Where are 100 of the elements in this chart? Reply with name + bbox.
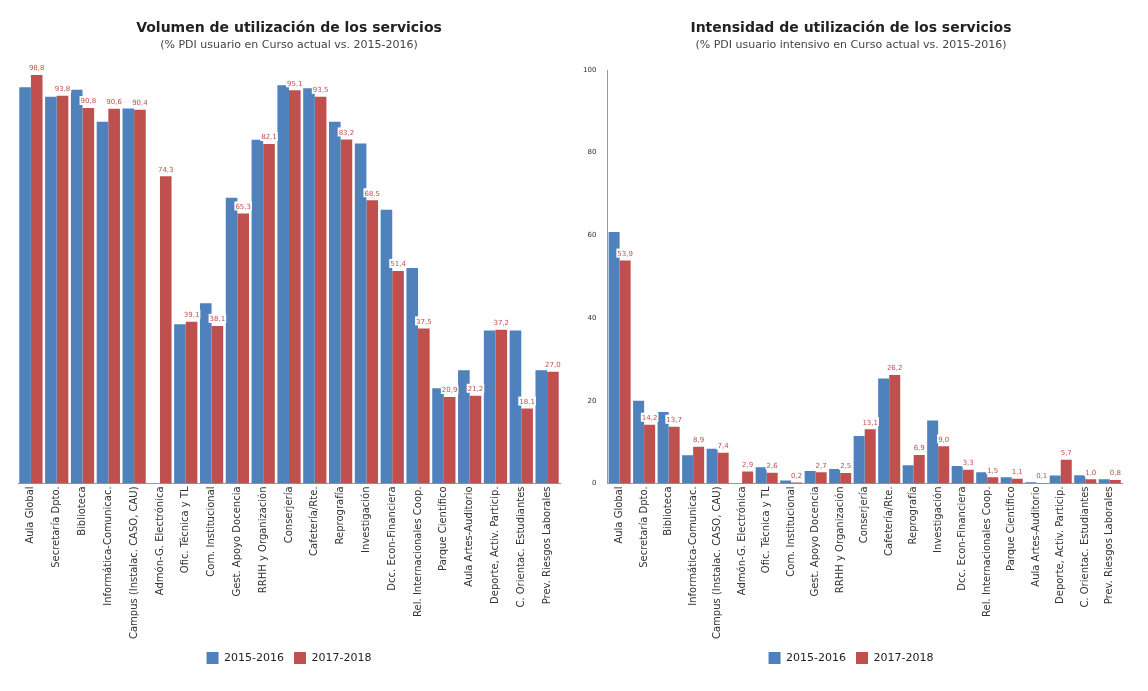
bar — [864, 429, 876, 484]
bar — [251, 139, 264, 484]
x-tick-label: Biblioteca — [662, 486, 674, 536]
x-tick-label: Informática-Comunicac. — [686, 486, 698, 606]
bar — [495, 329, 508, 484]
bar — [45, 96, 57, 484]
bar — [853, 435, 865, 484]
legend-label: 2017-2018 — [311, 650, 372, 664]
x-tick-label: Com. Institucional — [205, 486, 217, 577]
bar — [380, 209, 393, 484]
bar — [122, 108, 135, 484]
bar — [70, 89, 83, 484]
x-tick-label: Secretaría Dpto. — [50, 486, 62, 568]
bar — [608, 232, 620, 484]
bar — [766, 472, 778, 484]
bar — [96, 121, 109, 484]
bar — [108, 108, 120, 484]
bar — [962, 469, 974, 484]
x-tick-label: RRHH y Organización — [256, 486, 268, 594]
bar — [682, 455, 694, 484]
x-tick-label: Campus (Instalac. CASO, CAU) — [711, 486, 723, 639]
x-tick-label: Dcc. Econ-Financiera — [956, 486, 968, 591]
x-tick-label: Conserjería — [858, 486, 870, 544]
bar — [987, 477, 999, 484]
bar — [535, 370, 548, 484]
x-tick-label: Reprografía — [334, 486, 346, 545]
bar — [483, 330, 496, 484]
x-tick-label: Deporte, Activ. Particip. — [1054, 486, 1066, 604]
x-tick-label: Aula Global — [613, 486, 625, 544]
bar — [30, 74, 43, 484]
chart-subtitle: (% PDI usuario en Curso actual vs. 2015-2016) — [160, 38, 418, 52]
bar — [314, 96, 327, 484]
x-tick-label: Rel. Internacionales Coop. — [411, 486, 423, 617]
bar — [303, 88, 315, 484]
bar — [815, 472, 827, 484]
x-tick-label: Reprografía — [907, 486, 919, 545]
bar — [354, 143, 367, 484]
bar — [199, 303, 212, 484]
bar — [185, 321, 198, 484]
bar — [366, 200, 379, 484]
x-tick-label: Conserjería — [282, 486, 294, 544]
bar — [951, 466, 963, 484]
x-tick-label: Prev. Riesgos Laborales — [540, 486, 552, 605]
bar — [976, 472, 988, 484]
bar — [82, 108, 95, 484]
bar — [225, 197, 238, 484]
bar — [829, 468, 841, 484]
bar — [443, 397, 456, 484]
legend-label: 2015-2016 — [224, 650, 285, 664]
x-tick-label: Biblioteca — [76, 486, 88, 536]
x-tick-label: Campus (Instalac. CASO, CAU) — [127, 486, 139, 639]
x-tick-label: Investigación — [360, 486, 372, 553]
bar — [469, 395, 482, 484]
bar — [1098, 479, 1110, 484]
bar — [668, 426, 680, 484]
bar — [509, 330, 522, 484]
bar — [547, 371, 559, 484]
x-tick-label: Admón-G. Electrónica — [735, 486, 747, 596]
bar — [237, 213, 249, 484]
x-tick-label: Ofic. Técnica y TL — [760, 486, 772, 574]
bar — [19, 87, 31, 484]
bar — [889, 375, 901, 484]
x-tick-label: Cafetería/Rte. — [882, 486, 894, 556]
x-tick-label: Secretaría Dpto. — [637, 486, 649, 568]
bar — [804, 471, 816, 484]
bar — [1000, 477, 1012, 484]
bar — [174, 324, 186, 484]
chart-title: Volumen de utilización de los servicios — [136, 19, 442, 36]
x-tick-label: Prev. Riesgos Laborales — [1103, 486, 1115, 605]
bar — [913, 454, 925, 484]
legend-label: 2015-2016 — [786, 650, 847, 664]
bar — [211, 325, 224, 484]
x-tick-label: Informática-Comunicac. — [101, 486, 113, 606]
bar — [458, 370, 470, 484]
x-tick-label: Rel. Internacionales Coop. — [980, 486, 992, 617]
bar — [521, 408, 533, 484]
x-tick-label: Aula Artes-Auditorio — [1029, 486, 1041, 587]
x-tick-label: C. Orientac. Estudiantes — [514, 486, 526, 608]
legend-label: 2017-2018 — [873, 650, 934, 664]
bar — [340, 139, 353, 484]
x-tick-label: Deporte, Activ. Particip. — [489, 486, 501, 604]
bar — [1085, 479, 1097, 484]
bar — [1109, 480, 1121, 484]
x-tick-label: Com. Institucional — [784, 486, 796, 577]
bar — [755, 467, 767, 484]
x-tick-label: Aula Global — [24, 486, 36, 544]
x-tick-label: C. Orientac. Estudiantes — [1078, 486, 1090, 608]
x-tick-label: Admón-G. Electrónica — [153, 486, 165, 596]
x-tick-label: Parque Científico — [437, 486, 449, 571]
bar — [644, 424, 656, 484]
bar — [134, 109, 146, 484]
bar — [693, 446, 705, 484]
bar — [277, 85, 289, 484]
bar — [1060, 459, 1072, 484]
chart-title: Intensidad de utilización de los servicios — [690, 19, 1012, 36]
bar — [619, 260, 631, 484]
x-tick-label: Aula Artes-Auditorio — [463, 486, 475, 587]
x-tick-label: Parque Científico — [1005, 486, 1017, 571]
chart-subtitle: (% PDI usuario intensivo en Curso actual vs. 2015-2016) — [695, 38, 1007, 52]
bar — [418, 328, 430, 484]
